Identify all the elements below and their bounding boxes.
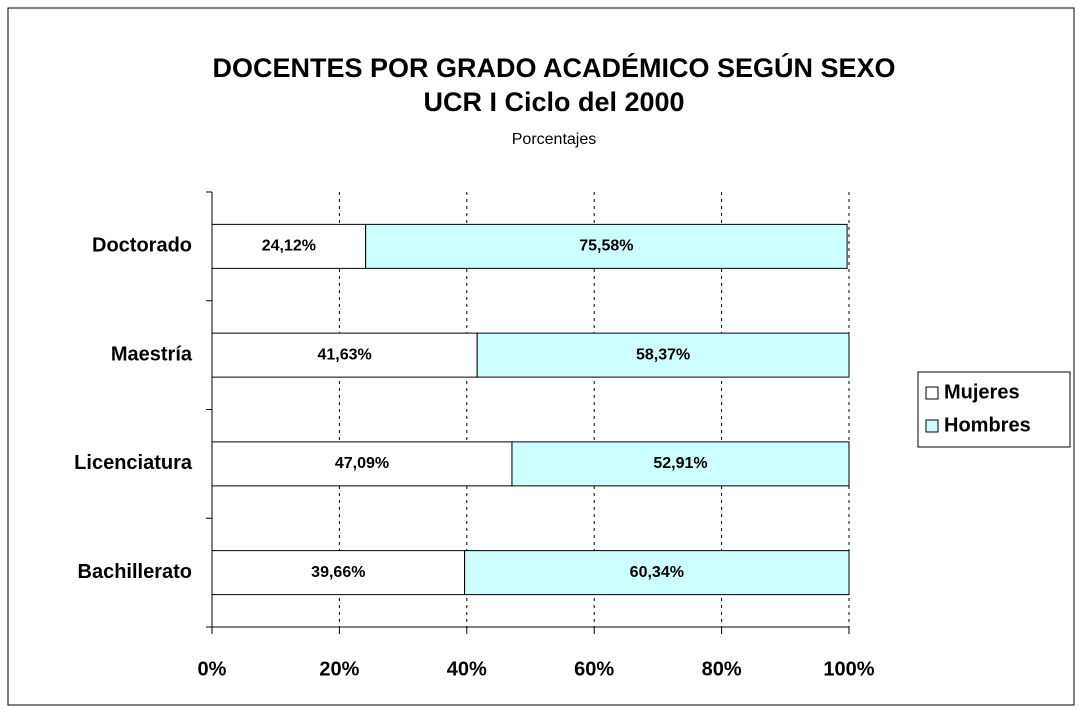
bar-segment [464,550,850,596]
chart-title: UCR I Ciclo del 2000 [423,87,684,117]
data-label: 60,34% [630,564,684,581]
legend-swatch [925,419,939,433]
data-label: 52,91% [653,455,707,472]
chart-subtitle: Porcentajes [512,131,597,148]
legend-label: Hombres [944,414,1031,436]
x-tick-label: 80% [702,658,742,680]
data-label: 47,09% [335,455,389,472]
bar-segment [211,550,466,596]
y-tick-label: Licenciatura [74,452,193,474]
x-tick-label: 100% [823,658,874,680]
data-label: 39,66% [311,564,365,581]
legend-label: Mujeres [944,381,1020,403]
bar-segment [365,223,848,269]
data-label: 41,63% [317,346,371,363]
x-tick-label: 60% [574,658,614,680]
y-tick-label: Maestría [111,343,193,365]
data-label: 75,58% [579,238,633,255]
legend-box [917,371,1071,448]
x-tick-label: 0% [198,658,227,680]
bar-segment [211,441,513,487]
bar-segment [511,441,850,487]
x-tick-label: 20% [319,658,359,680]
data-label: 58,37% [636,346,690,363]
chart-title: DOCENTES POR GRADO ACADÉMICO SEGÚN SEXO [212,52,895,83]
x-tick-label: 40% [447,658,487,680]
y-tick-label: Bachillerato [78,561,192,583]
legend-swatch [925,386,939,400]
bar-segment [476,332,850,378]
y-tick-label: Doctorado [92,235,192,257]
data-label: 24,12% [262,238,316,255]
